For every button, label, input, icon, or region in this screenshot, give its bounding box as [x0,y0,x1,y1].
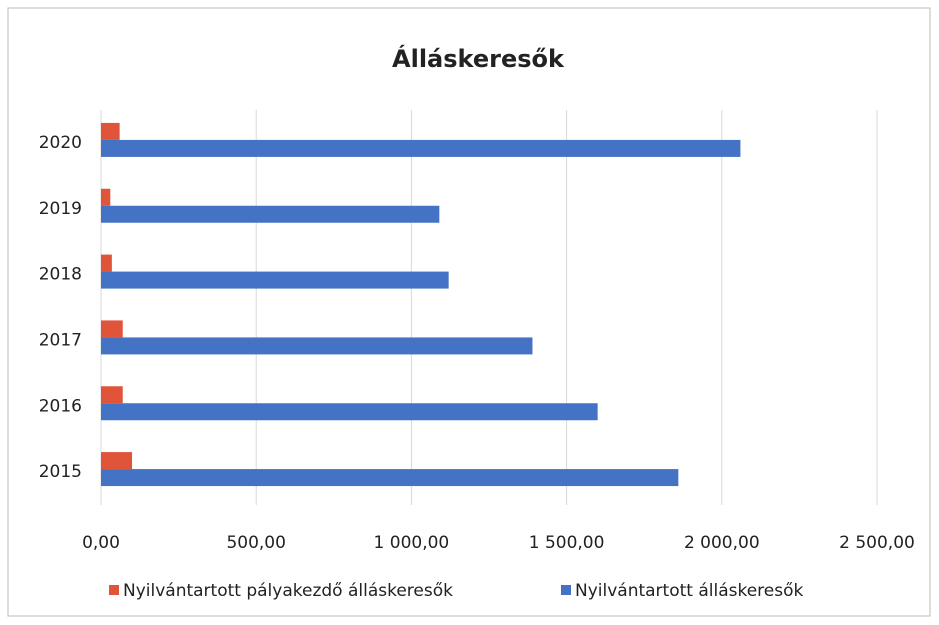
y-tick-label: 2017 [39,330,82,350]
x-tick-label: 2 500,00 [839,533,915,553]
y-tick-label: 2019 [39,199,82,219]
bar [101,337,533,355]
bar [101,469,679,487]
y-tick-label: 2016 [39,396,82,416]
bar [101,122,120,140]
x-tick-label: 1 000,00 [374,533,450,553]
chart-title: Álláskeresők [392,44,565,73]
legend-swatch [109,585,119,595]
y-tick-label: 2020 [39,133,82,153]
bar [101,188,111,206]
bar [101,205,440,223]
y-tick-label: 2015 [39,462,82,482]
bar [101,452,133,470]
legend-label: Nyilvántartott pályakezdő álláskeresők [123,581,453,601]
bar [101,271,449,289]
y-tick-label: 2018 [39,265,82,285]
legend-swatch [561,585,571,595]
x-tick-label: 500,00 [226,533,285,553]
x-tick-label: 0,00 [82,533,120,553]
x-tick-label: 2 000,00 [684,533,760,553]
legend-label: Nyilvántartott álláskeresők [575,581,804,601]
bar [101,403,598,421]
x-tick-label: 1 500,00 [529,533,605,553]
bar [101,320,123,338]
bar [101,139,741,157]
bar [101,254,112,272]
bar [101,386,123,404]
chart-frame [7,7,931,617]
